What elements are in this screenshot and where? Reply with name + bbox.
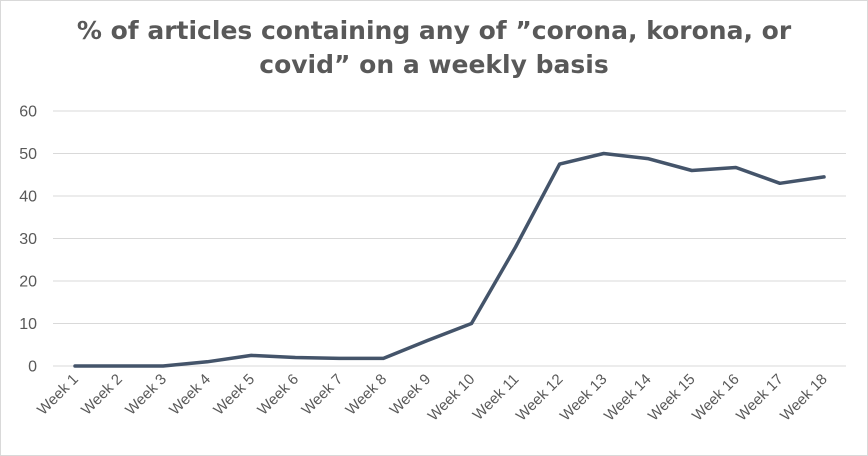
chart-title-line-1: % of articles containing any of ”corona,… [76,16,792,45]
x-tick-label: Week 18 [777,371,831,425]
series-line [73,151,826,368]
data-point [294,356,297,359]
y-tick-label: 40 [19,189,37,206]
x-tick-label: Week 10 [425,371,479,425]
data-point [514,246,517,249]
y-tick-label: 30 [19,231,37,248]
gridlines [53,110,846,367]
y-tick-label: 50 [19,146,37,163]
y-axis-ticks: 0 10 20 30 40 50 60 [19,104,37,376]
x-tick-label: Week 14 [601,371,655,425]
y-tick-label: 20 [19,274,37,291]
x-tick-label: Week 15 [645,371,699,425]
data-point [250,354,253,357]
x-tick-label: Week 4 [166,371,214,419]
x-tick-label: Week 1 [34,371,82,419]
x-tick-label: Week 8 [342,371,390,419]
x-tick-label: Week 2 [78,371,126,419]
data-point [382,357,385,360]
data-point [690,169,693,172]
x-tick-label: Week 6 [254,371,302,419]
y-tick-label: 0 [28,359,37,376]
data-point [74,365,77,368]
series-group [73,151,826,368]
data-point [646,157,649,160]
data-point [602,152,605,155]
x-tick-label: Week 5 [210,371,258,419]
data-point [734,166,737,169]
x-tick-label: Week 17 [733,371,787,425]
chart-title-line-2: covid” on a weekly basis [259,50,609,79]
x-tick-label: Week 13 [557,371,611,425]
data-point [426,339,429,342]
chart-title: % of articles containing any of ”corona,… [0,14,868,82]
data-point [338,357,341,360]
data-point [118,365,121,368]
data-point [822,175,825,178]
x-tick-label: Week 12 [513,371,567,425]
y-tick-label: 60 [19,104,37,121]
data-point [778,182,781,185]
data-point [558,163,561,166]
x-tick-label: Week 3 [122,371,170,419]
x-tick-label: Week 7 [298,371,346,419]
data-point [162,365,165,368]
y-tick-label: 10 [19,316,37,333]
x-tick-label: Week 11 [470,371,523,424]
data-point [470,322,473,325]
x-tick-label: Week 16 [689,371,743,425]
data-point [206,360,209,363]
